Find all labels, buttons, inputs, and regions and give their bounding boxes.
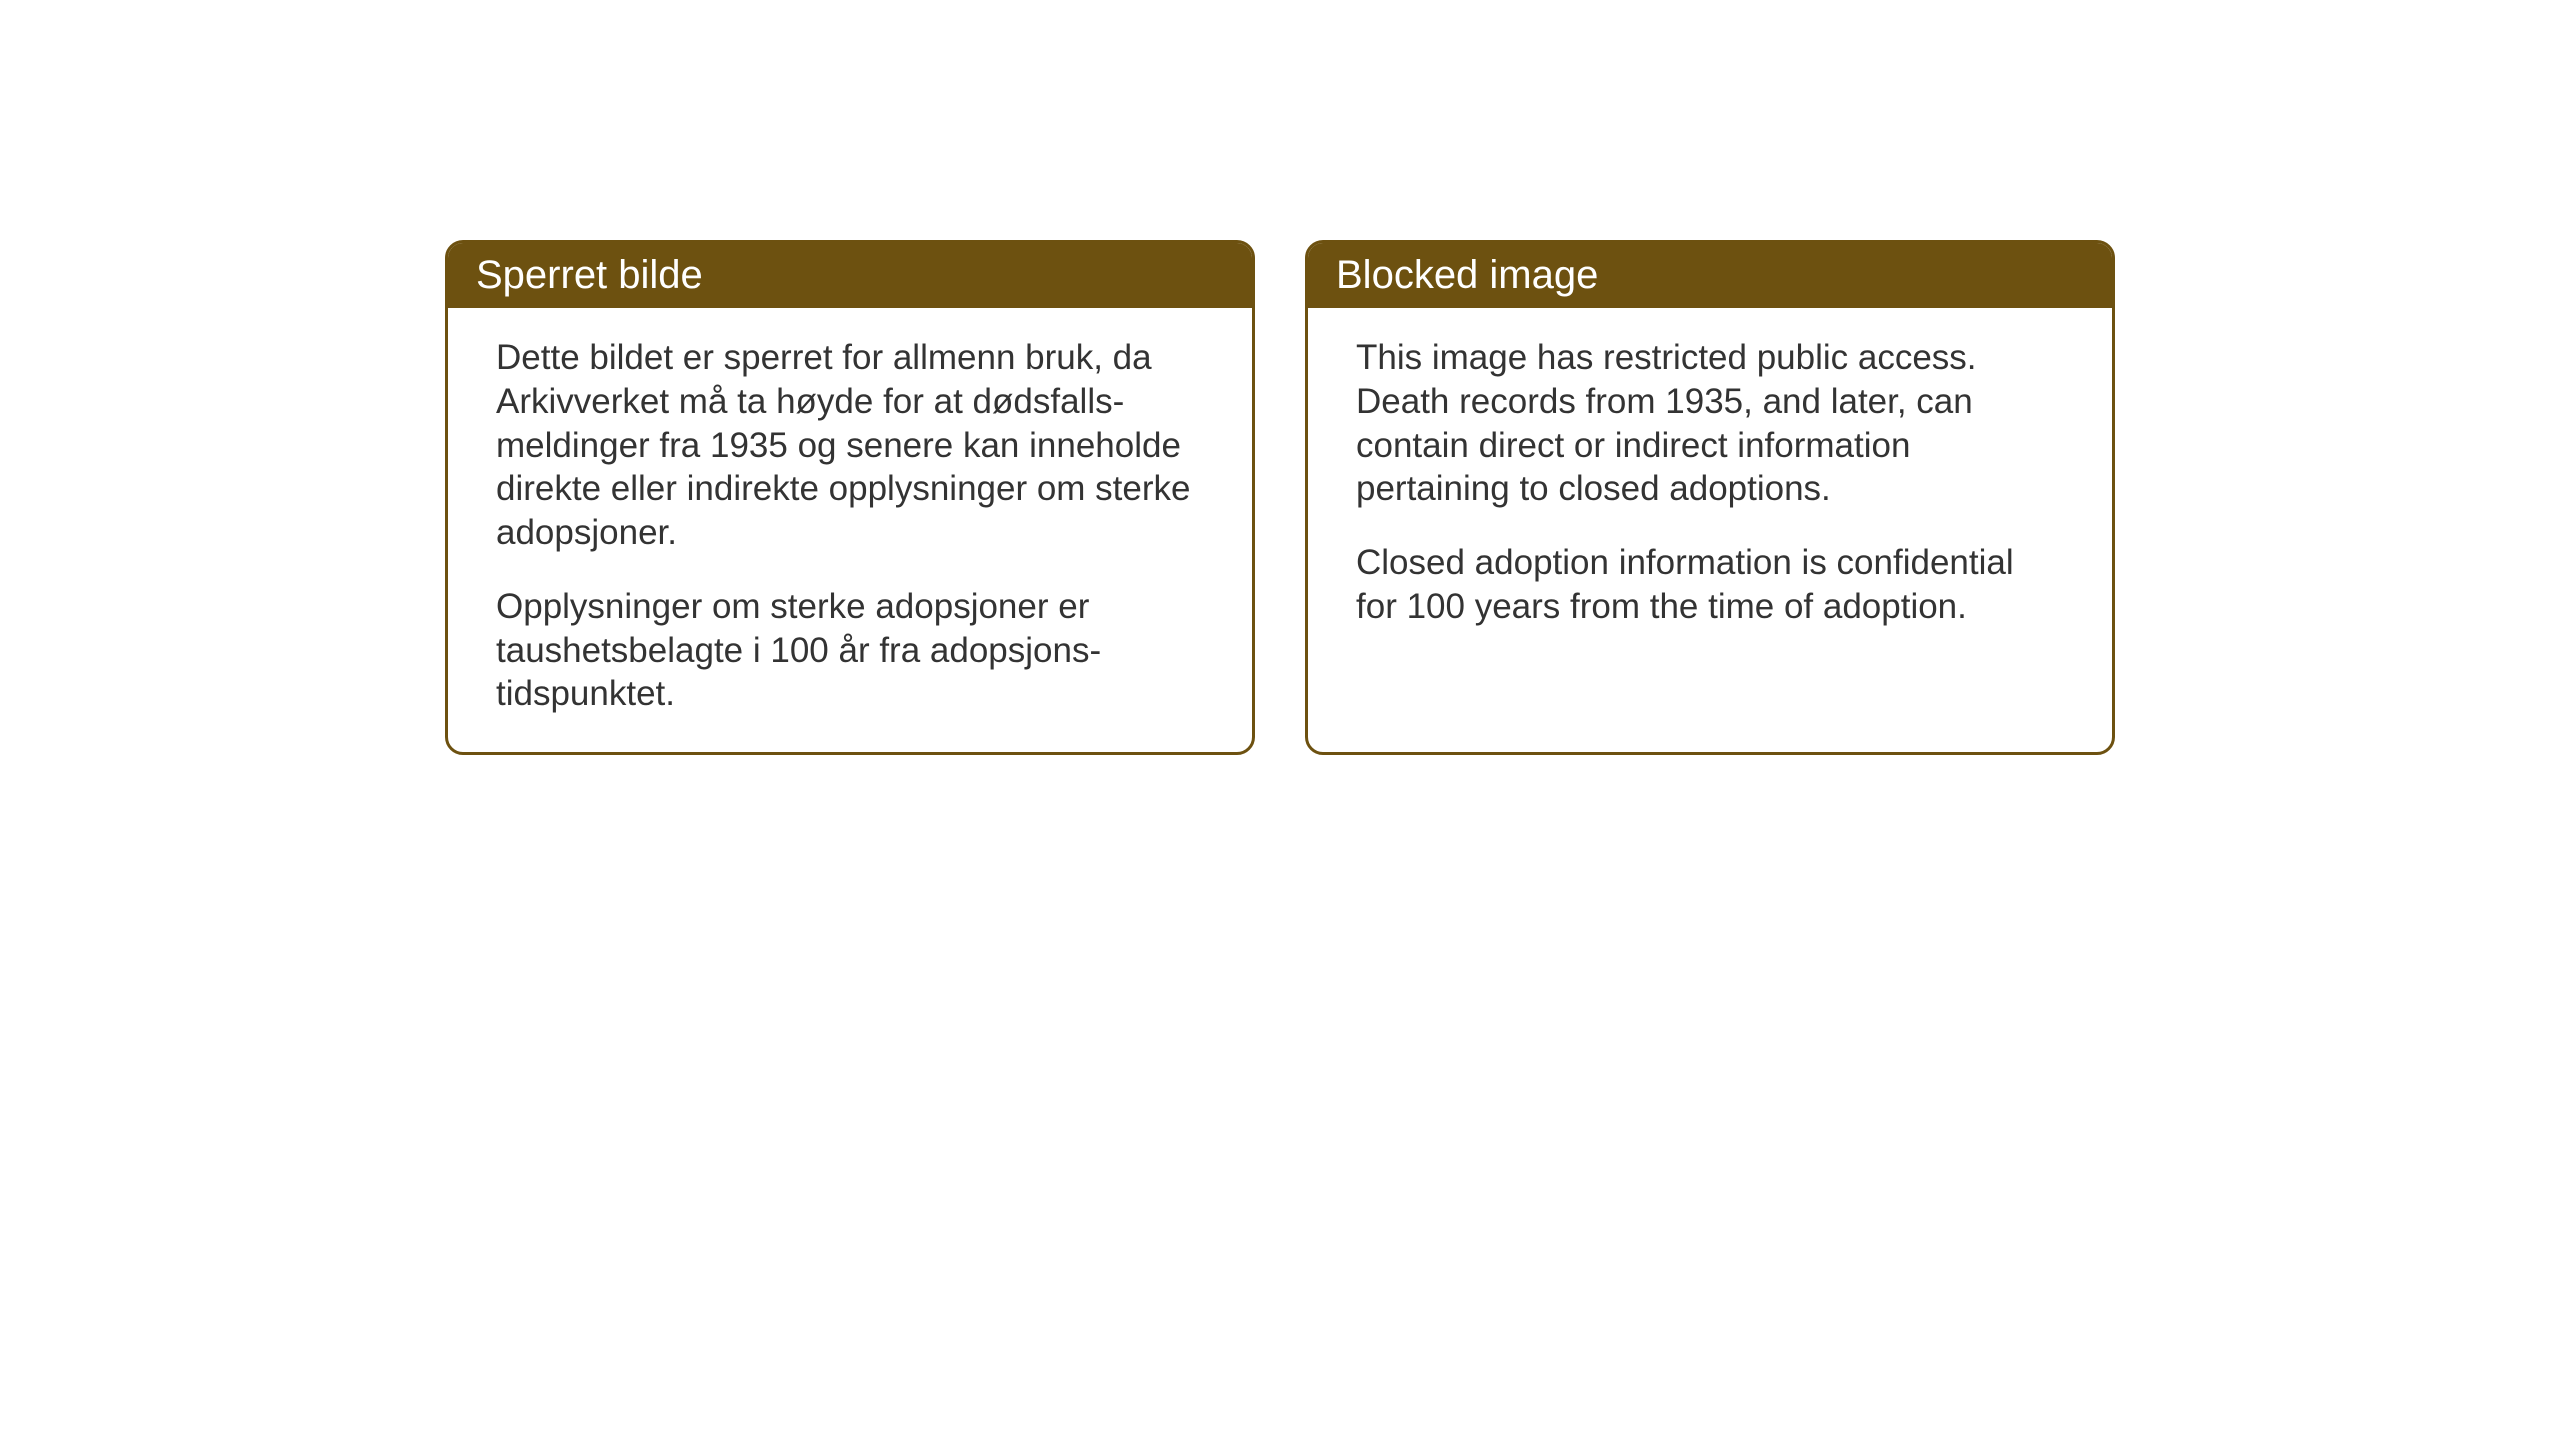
notice-paragraph-1-english: This image has restricted public access.… [1356,336,2064,511]
notice-paragraph-1-norwegian: Dette bildet er sperret for allmenn bruk… [496,336,1204,555]
notice-box-norwegian: Sperret bilde Dette bildet er sperret fo… [445,240,1255,755]
notices-container: Sperret bilde Dette bildet er sperret fo… [445,240,2115,755]
notice-title-english: Blocked image [1336,253,1598,297]
notice-body-english: This image has restricted public access.… [1308,308,2112,708]
notice-title-norwegian: Sperret bilde [476,253,703,297]
notice-paragraph-2-english: Closed adoption information is confident… [1356,541,2064,629]
notice-box-english: Blocked image This image has restricted … [1305,240,2115,755]
notice-header-english: Blocked image [1308,243,2112,308]
notice-header-norwegian: Sperret bilde [448,243,1252,308]
notice-body-norwegian: Dette bildet er sperret for allmenn bruk… [448,308,1252,752]
notice-paragraph-2-norwegian: Opplysninger om sterke adopsjoner er tau… [496,585,1204,716]
